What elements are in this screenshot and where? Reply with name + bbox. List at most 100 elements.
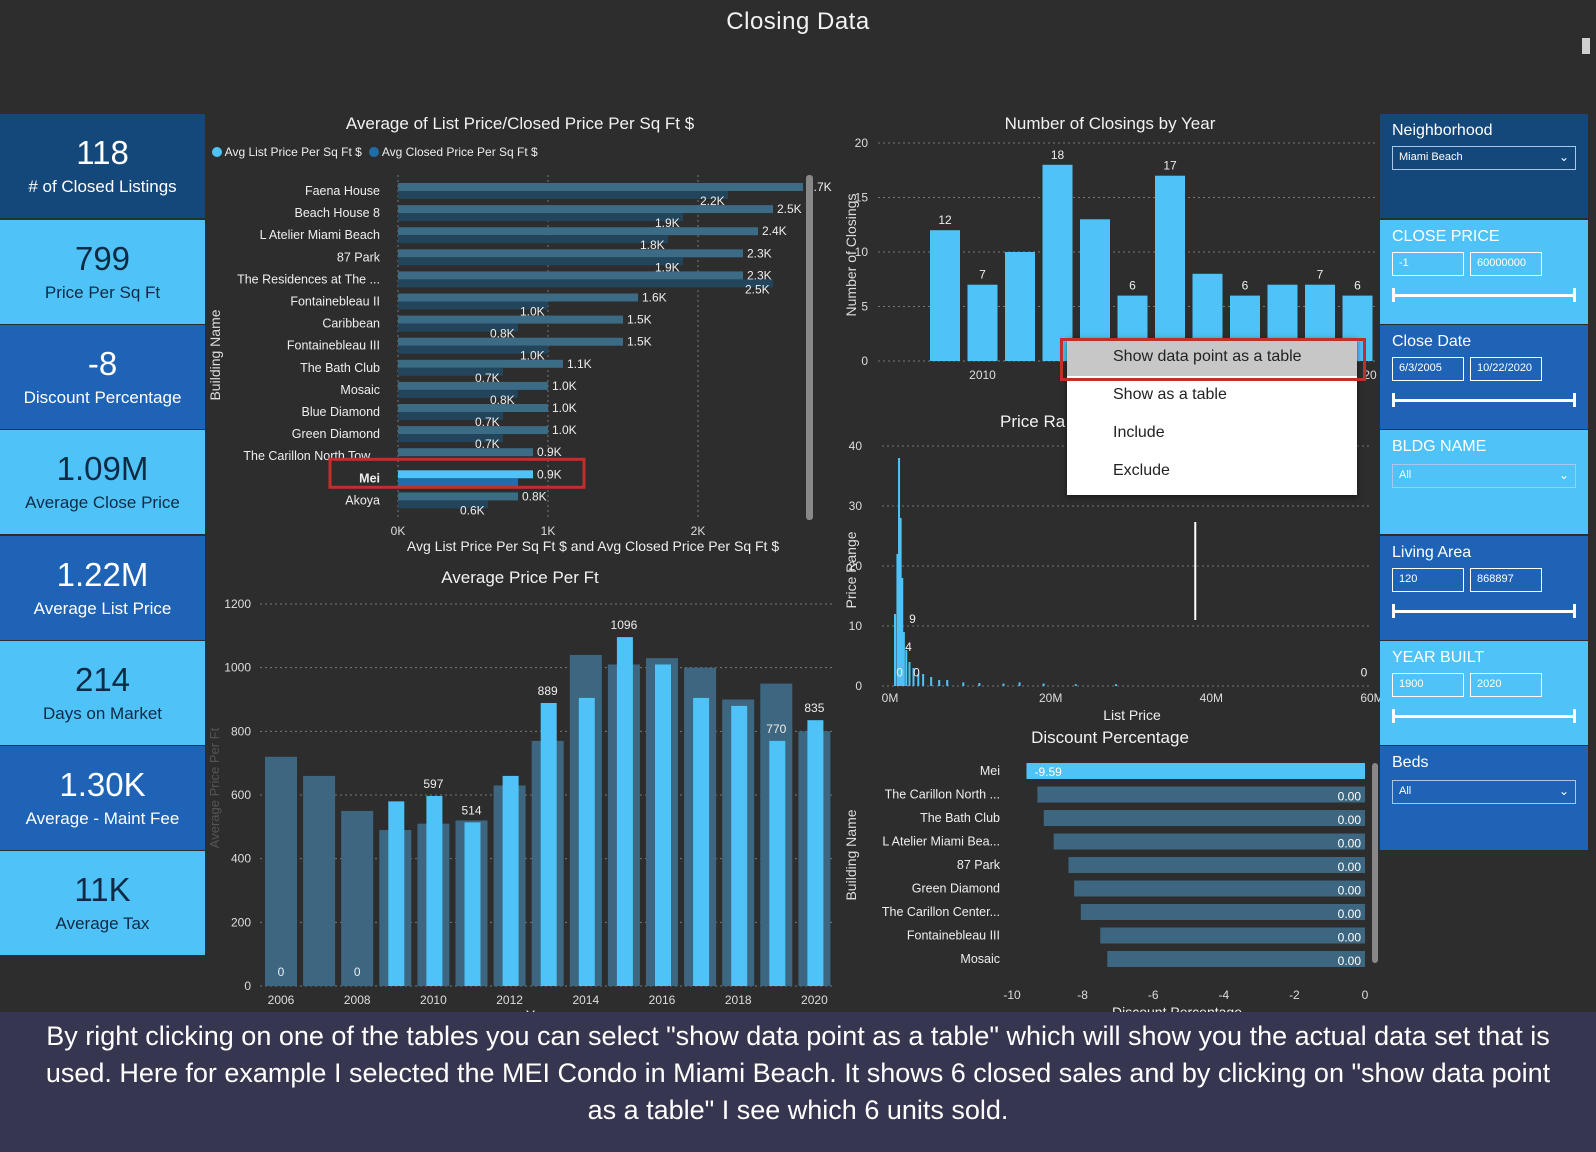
histogram-bar — [962, 682, 965, 686]
bldg-name-dropdown[interactable]: All ⌄ — [1392, 464, 1576, 488]
chart-closings-by-year[interactable]: Number of Closings 0 5 10 15 20 12 7 18 6 17 6 7 6 201… — [842, 135, 1382, 395]
bar-list-price — [398, 271, 743, 280]
menu-item-include[interactable]: Include — [1113, 424, 1165, 441]
data-label: 1.0K — [552, 423, 577, 437]
bar-average-price-selected — [502, 775, 519, 986]
bar-list-price — [398, 315, 623, 324]
kpi-discount-percentage[interactable]: -8 Discount Percentage — [0, 325, 205, 429]
page-scrollbar[interactable] — [1582, 38, 1590, 54]
bar-average-price-selected — [540, 703, 557, 986]
histogram-bar — [1042, 683, 1045, 686]
kpi-label: Average Tax — [55, 914, 150, 934]
kpi-average-maint-fee[interactable]: 1.30K Average - Maint Fee — [0, 746, 205, 850]
x-axis-label: List Price — [1103, 707, 1161, 723]
bar-list-price — [398, 183, 803, 191]
kpi-label: Average List Price — [33, 599, 172, 619]
y-tick-label: 1200 — [224, 597, 251, 611]
bar-closed-price — [398, 500, 488, 509]
category-label: The Carillon North ... — [885, 788, 1000, 802]
close-price-slider[interactable] — [1392, 288, 1576, 302]
slider-handle-max[interactable] — [1573, 393, 1576, 407]
data-label: 2.7K — [807, 180, 832, 194]
kpi-average-list-price[interactable]: 1.22M Average List Price — [0, 536, 205, 640]
beds-dropdown[interactable]: All ⌄ — [1392, 780, 1576, 804]
close-price-max-input[interactable]: 60000000 — [1470, 252, 1542, 276]
x-tick-label: 2K — [691, 524, 706, 538]
y-tick-label: 200 — [231, 915, 251, 929]
category-label: Fontainebleau III — [287, 339, 380, 353]
bar-discount — [1026, 763, 1365, 779]
year-built-max-input[interactable]: 2020 — [1470, 673, 1542, 697]
slicer-title: YEAR BUILT — [1392, 649, 1485, 666]
slider-handle-min[interactable] — [1392, 709, 1395, 723]
legend-label-list[interactable]: Avg List Price Per Sq Ft $ — [224, 145, 362, 159]
data-label: 1.0K — [520, 305, 545, 319]
data-label: 1.1K — [567, 357, 592, 371]
kpi-average-close-price[interactable]: 1.09M Average Close Price — [0, 430, 205, 534]
kpi-days-on-market[interactable]: 214 Days on Market — [0, 641, 205, 745]
slider-handle-max[interactable] — [1573, 288, 1576, 302]
data-label: 0.00 — [1338, 837, 1362, 851]
slider-handle-min[interactable] — [1392, 604, 1395, 618]
data-label: 0 — [354, 965, 361, 979]
year-built-slider[interactable] — [1392, 709, 1576, 723]
living-area-max-input[interactable]: 868897 — [1470, 568, 1542, 592]
slicer-year-built: YEAR BUILT 1900 2020 — [1380, 641, 1588, 745]
menu-item-show-data-point-as-table[interactable]: Show data point as a table — [1067, 338, 1357, 376]
slider-handle-min[interactable] — [1392, 393, 1395, 407]
slicer-title: BLDG NAME — [1392, 438, 1487, 455]
data-label: 1.9K — [655, 260, 680, 274]
x-axis-label: Year — [526, 1007, 555, 1012]
bar-list-price — [398, 492, 518, 501]
caption-text: By right clicking on one of the tables y… — [0, 1012, 1596, 1152]
legend-label-closed[interactable]: Avg Closed Price Per Sq Ft $ — [381, 145, 538, 159]
chart-average-price-per-ft[interactable]: Average Price Per Ft 0 200 400 600 800 1000 120… — [205, 588, 840, 1012]
category-label: 87 Park — [957, 858, 1001, 872]
kpi-closed-listings[interactable]: 118 # of Closed Listings — [0, 114, 205, 218]
close-date-start-input[interactable]: 6/3/2005 — [1392, 357, 1464, 381]
chart-title-closings-by-year: Number of Closings by Year — [1004, 114, 1216, 133]
category-label: Beach House 8 — [295, 206, 381, 220]
neighborhood-dropdown[interactable]: Miami Beach ⌄ — [1392, 146, 1576, 170]
close-date-slider[interactable] — [1392, 393, 1576, 407]
x-tick-label: 2012 — [496, 993, 523, 1007]
slider-handle-max[interactable] — [1573, 604, 1576, 618]
x-tick-label: 0M — [882, 691, 899, 705]
chart-list-closed-price-per-sqft[interactable]: Building Name 0K 1K 2K Faena House 2.7K 2.2K Be… — [208, 165, 833, 575]
histogram-bar — [917, 674, 920, 686]
chevron-down-icon: ⌄ — [1558, 468, 1569, 482]
bar-discount — [1068, 857, 1365, 873]
slicer-bldg-name: BLDG NAME All ⌄ — [1380, 430, 1588, 534]
y-tick-label: 600 — [231, 788, 251, 802]
histogram-bar — [896, 554, 899, 686]
chart-discount-percentage[interactable]: Building Name Mei -9.59 The Carillon North … — [842, 755, 1382, 1012]
bar-closed-price — [398, 235, 668, 244]
slider-handle-max[interactable] — [1573, 709, 1576, 723]
chevron-down-icon: ⌄ — [1558, 150, 1569, 164]
x-tick-label: 2018 — [725, 993, 752, 1007]
category-label: Mei — [359, 471, 380, 485]
y-tick-label: 40 — [849, 439, 863, 453]
x-tick-label: -6 — [1148, 988, 1159, 1002]
histogram-bar — [946, 680, 949, 686]
bar-average-price-selected — [578, 697, 595, 986]
bar-closed-price — [398, 478, 518, 487]
bar-closings — [1005, 252, 1035, 361]
data-label: 0.8K — [522, 489, 547, 503]
data-label: 18 — [1051, 148, 1065, 162]
close-price-min-input[interactable]: -1 — [1392, 252, 1464, 276]
living-area-slider[interactable] — [1392, 604, 1576, 618]
close-date-end-input[interactable]: 10/22/2020 — [1470, 357, 1542, 381]
slider-handle-min[interactable] — [1392, 288, 1395, 302]
histogram-bar — [922, 674, 925, 686]
slicer-beds: Beds All ⌄ — [1380, 746, 1588, 850]
menu-item-exclude[interactable]: Exclude — [1113, 462, 1170, 479]
kpi-average-tax[interactable]: 11K Average Tax — [0, 851, 205, 955]
year-built-min-input[interactable]: 1900 — [1392, 673, 1464, 697]
kpi-price-per-sqft[interactable]: 799 Price Per Sq Ft — [0, 220, 205, 324]
menu-item-show-as-table[interactable]: Show as a table — [1113, 386, 1227, 403]
data-label: 0.9K — [537, 445, 562, 459]
living-area-min-input[interactable]: 120 — [1392, 568, 1464, 592]
y-tick-label: 20 — [855, 136, 869, 150]
